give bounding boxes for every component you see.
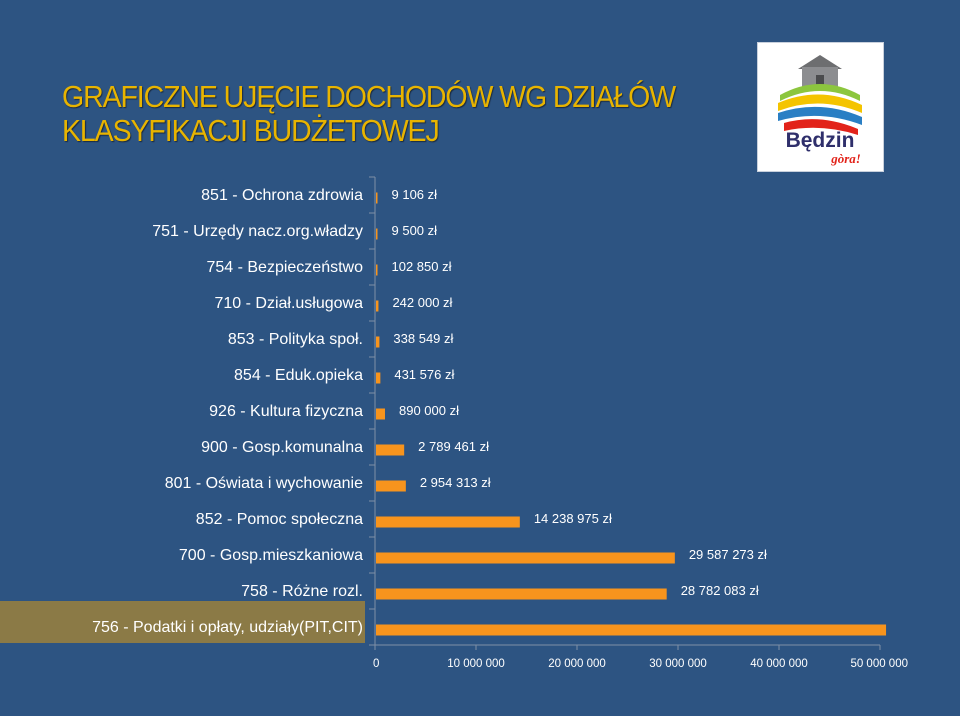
category-label: 758 - Różne rozl.	[241, 583, 363, 600]
x-tick-label: 40 000 000	[750, 658, 808, 670]
chart-bars	[376, 192, 887, 636]
title-line-2: KLASYFIKACJI BUDŻETOWEJ	[62, 113, 440, 148]
value-label: 102 850 zł	[392, 259, 452, 274]
bedzin-logo-graphic: Będzin gòra!	[778, 55, 862, 166]
bar	[376, 516, 520, 528]
bar	[376, 552, 675, 564]
category-label: 900 - Gosp.komunalna	[201, 439, 363, 456]
bar	[376, 336, 380, 348]
value-label: 890 000 zł	[399, 403, 459, 418]
category-label: 751 - Urzędy nacz.org.władzy	[152, 223, 363, 240]
value-label: 2 954 313 zł	[420, 475, 491, 490]
bar	[376, 408, 385, 420]
bedzin-logo: Będzin gòra!	[757, 42, 884, 172]
bar	[376, 192, 378, 204]
value-label: 9 500 zł	[392, 223, 438, 238]
category-label: 851 - Ochrona zdrowia	[201, 187, 363, 204]
value-label: 2 789 461 zł	[418, 439, 489, 454]
category-labels: 851 - Ochrona zdrowia 751 - Urzędy nacz.o…	[92, 187, 363, 636]
value-label: 338 549 zł	[393, 331, 453, 346]
bar	[376, 480, 406, 492]
category-label: 756 - Podatki i opłaty, udziały(PIT,CIT)	[92, 619, 363, 636]
x-tick-labels: 0 10 000 000 20 000 000 30 000 000 40 000 00…	[373, 658, 908, 670]
bar	[376, 624, 887, 636]
bar	[376, 228, 378, 240]
bar	[376, 444, 405, 456]
logo-text: Będzin	[786, 129, 855, 152]
bar	[376, 588, 667, 600]
value-label: 9 106 zł	[392, 187, 438, 202]
x-tick-label: 0	[373, 658, 379, 670]
value-label: 29 587 273 zł	[689, 547, 767, 562]
category-label: 854 - Eduk.opieka	[234, 367, 363, 384]
category-label: 754 - Bezpieczeństwo	[206, 259, 363, 276]
logo-tagline: gòra!	[830, 151, 861, 166]
x-tick-label: 30 000 000	[649, 658, 707, 670]
category-label: 700 - Gosp.mieszkaniowa	[179, 547, 363, 564]
value-label: 431 576 zł	[394, 367, 454, 382]
title-line-1: GRAFICZNE UJĘCIE DOCHODÓW WG DZIAŁÓW	[62, 79, 676, 114]
chart-axes	[369, 176, 881, 650]
value-label: 242 000 zł	[392, 295, 452, 310]
value-label: 14 238 975 zł	[534, 511, 612, 526]
category-label: 801 - Oświata i wychowanie	[165, 475, 363, 492]
category-label: 710 - Dział.usługowa	[214, 295, 363, 312]
value-labels: 9 106 zł 9 500 zł 102 850 zł 242 000 zł 338 …	[392, 187, 768, 598]
value-label: 28 782 083 zł	[681, 583, 759, 598]
category-label: 853 - Polityka społ.	[228, 331, 363, 348]
category-label: 926 - Kultura fizyczna	[209, 403, 363, 420]
category-label: 852 - Pomoc społeczna	[196, 511, 363, 528]
bar	[376, 372, 381, 384]
bar	[376, 300, 379, 312]
highlighted-category-background	[0, 601, 365, 643]
x-tick-label: 20 000 000	[548, 658, 606, 670]
page-title: GRAFICZNE UJĘCIE DOCHODÓW WG DZIAŁÓW KLA…	[62, 79, 676, 148]
x-tick-label: 10 000 000	[447, 658, 505, 670]
x-tick-label: 50 000 000	[850, 658, 908, 670]
bar	[376, 264, 378, 276]
